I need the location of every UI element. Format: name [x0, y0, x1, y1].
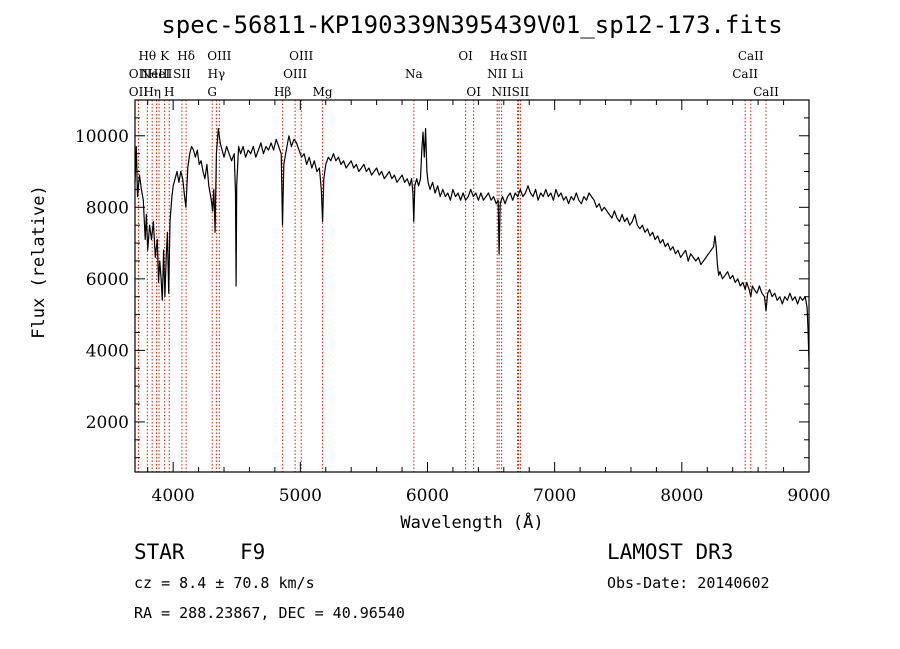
x-tick-label: 4000	[152, 486, 195, 506]
line-marker-label: OI	[466, 85, 481, 99]
x-tick-label: 5000	[279, 486, 322, 506]
axis-ticks	[135, 99, 810, 472]
line-marker-label: OII	[129, 67, 149, 81]
line-marker-label: CaII	[738, 49, 764, 63]
axis-tick-labels: 4000 5000 6000 7000 8000 9000 2000 4000 6000 8000…	[75, 127, 831, 506]
line-marker-label: Li	[512, 67, 524, 81]
spectrum-line	[134, 128, 810, 362]
plot-frame	[134, 99, 810, 473]
object-class: STAR	[134, 540, 185, 564]
coordinates: RA = 288.23867, DEC = 40.96540	[134, 604, 405, 622]
line-marker-label: CaII	[753, 85, 779, 99]
observation-date: Obs-Date: 20140602	[607, 574, 770, 592]
y-tick-label: 10000	[75, 127, 129, 147]
x-tick-label: 6000	[406, 486, 449, 506]
line-marker-label: OIII	[289, 49, 313, 63]
line-marker-label: H	[164, 85, 174, 99]
line-marker-label: CaII	[732, 67, 758, 81]
line-marker-label: NII	[487, 67, 507, 81]
line-marker-label: Hη	[143, 85, 161, 99]
chart-title: spec-56811-KP190339N395439V01_sp12-173.f…	[161, 11, 782, 39]
x-tick-label: 8000	[660, 486, 703, 506]
line-marker-label: SII	[510, 49, 528, 63]
line-marker-label: G	[207, 85, 217, 99]
line-marker-label: OIII	[283, 67, 307, 81]
x-axis-label: Wavelength (Å)	[400, 511, 543, 533]
line-marker-label: Mg	[313, 85, 333, 99]
y-tick-label: 8000	[86, 198, 129, 218]
y-tick-label: 4000	[86, 341, 129, 361]
survey-release: LAMOST DR3	[607, 540, 734, 564]
line-marker-label: SII	[173, 67, 191, 81]
line-marker-label: OI	[458, 49, 473, 63]
redshift-cz: cz = 8.4 ± 70.8 km/s	[134, 574, 315, 592]
line-marker-label: K	[160, 49, 170, 63]
y-axis-label: Flux (relative)	[29, 185, 49, 339]
line-marker-label: Na	[405, 67, 423, 81]
line-marker-label: Hβ	[274, 85, 291, 99]
line-markers	[137, 100, 767, 472]
x-tick-label: 7000	[533, 486, 576, 506]
line-marker-label: NII	[492, 85, 512, 99]
line-marker-label: NeIII	[141, 67, 173, 81]
x-tick-label: 9000	[787, 486, 830, 506]
line-marker-label: OIII	[207, 49, 231, 63]
line-marker-label: Hγ	[208, 67, 226, 81]
line-marker-label: Hα	[490, 49, 509, 63]
y-tick-label: 6000	[86, 270, 129, 290]
line-marker-label: OII	[129, 85, 149, 99]
line-marker-label: Hδ	[177, 49, 195, 63]
y-tick-label: 2000	[86, 413, 129, 433]
line-marker-label: SII	[512, 85, 530, 99]
line-marker-label: HeI	[148, 67, 171, 81]
spectral-subclass: F9	[240, 540, 266, 564]
line-marker-label: Hθ	[138, 49, 156, 63]
